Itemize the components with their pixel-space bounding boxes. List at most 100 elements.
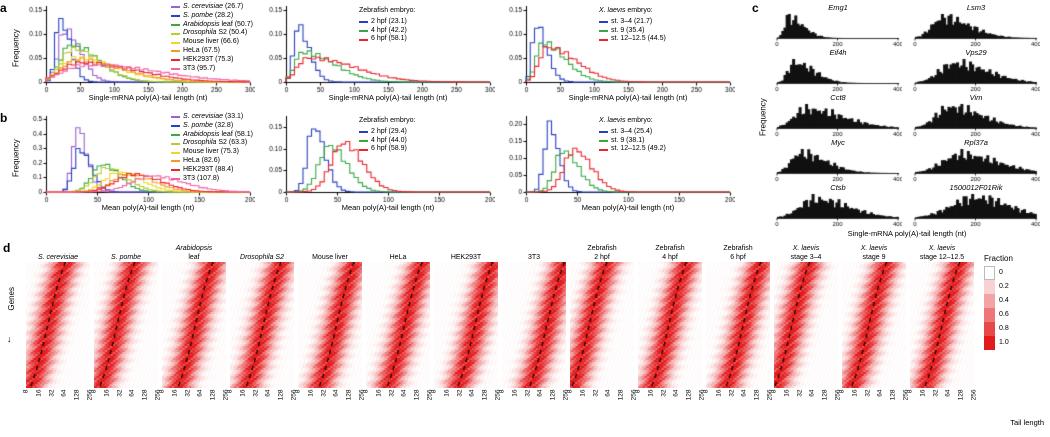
chart-canvas [501, 112, 735, 204]
heatmap-x-ticks: 8 16 32 64 128 256 [227, 388, 298, 416]
legend-item: 4 hpf (42.2) [359, 27, 415, 36]
gene-histogram-canvas [912, 193, 1040, 227]
legend-label: 4 hpf (42.2) [371, 26, 407, 34]
gene-histogram-canvas [774, 103, 902, 137]
legend-item: 6 hpf (58.9) [359, 145, 415, 154]
legend-label: Drosophila S2 (63.3) [182, 139, 248, 147]
heatmap-column-title: 3T3 [502, 242, 566, 262]
legend-color-swatch [170, 59, 180, 62]
legend-item: st. 9 (35.4) [599, 27, 666, 36]
line-histogram-chart: Mean poly(A)-tail length (nt) Zebrafish e… [261, 112, 495, 212]
panel-a-charts: Single-mRNA poly(A)-tail length (nt) S. c… [21, 2, 735, 102]
heatmap-column: X. laevis stage 12–12.5 8 16 32 64 128 256 [907, 242, 978, 435]
heatmap-title-line: X. laevis [860, 245, 888, 252]
legend-label: Mouse liver (66.6) [182, 38, 239, 46]
x-axis-label: Single-mRNA poly(A)-tail length (nt) [88, 93, 208, 102]
tick-label: 8 [838, 389, 846, 394]
tick-label: 32 [388, 389, 396, 397]
legend-color-swatch [359, 139, 368, 142]
gene-histogram: Eif4h [774, 48, 902, 93]
heatmap-canvas [706, 262, 770, 388]
legend-label: S. cerevisiae (33.1) [182, 113, 244, 120]
heatmap-x-ticks: 8 16 32 64 128 256 [295, 388, 366, 416]
legend-label: 6 hpf (58.9) [371, 145, 407, 153]
heatmap-column: Zebrafish 6 hpf 8 16 32 64 128 256 [703, 242, 774, 435]
gene-histogram: Ctsb [774, 183, 902, 228]
heatmap-title-line: Drosophila S2 [240, 254, 284, 261]
tick-label: 128 [345, 389, 353, 401]
legend-label: 3T3 (95.7) [182, 64, 216, 72]
legend-color-swatch [359, 38, 368, 41]
genes-axis-label: Genes [7, 287, 16, 311]
panel-a-label: a [0, 1, 7, 15]
heatmap-column-title: Arabidopsis leaf [162, 242, 226, 262]
tick-label: 16 [239, 389, 247, 397]
legend-item: S. pombe (28.2) [170, 12, 253, 21]
tick-label: 8 [90, 389, 98, 394]
heatmap-column: X. laevis stage 3–4 8 16 32 64 128 256 [770, 242, 842, 435]
legend-label: HeLa (82.6) [182, 156, 220, 164]
legend-item: HEK293T (75.3) [170, 56, 253, 65]
panel-b-y-axis-label: Frequency [11, 139, 21, 177]
heatmap-title-line: leaf [188, 254, 200, 261]
legend-item: Arabidopsis leaf (58.1) [170, 131, 253, 140]
tick-label: 16 [171, 389, 179, 397]
heatmap-x-ticks: 8 16 32 64 128 256 [90, 388, 162, 416]
chart-canvas [261, 2, 495, 94]
panel-d-axis-zone: d Genes ↓ [0, 242, 26, 435]
colorbar-segment [984, 294, 995, 308]
tick-label: 64 [536, 389, 544, 397]
gene-histogram-canvas [774, 13, 902, 47]
heatmap-canvas [502, 262, 566, 388]
heatmap-x-ticks: 8 16 32 64 128 256 [567, 388, 638, 416]
legend-item: Arabidopsis leaf (50.7) [170, 21, 253, 30]
legend-color-swatch [170, 50, 180, 53]
chart-legend: Zebrafish embryo: 2 hpf (29.4) 4 hpf (44.0… [359, 117, 415, 154]
chart-legend: Zebrafish embryo: 2 hpf (23.1) 4 hpf (42.2… [359, 7, 415, 44]
gene-histogram: Cct8 [774, 93, 902, 138]
panel-b: b Frequency Mean poly(A)-tail length (nt… [0, 112, 748, 212]
tick-label: 32 [320, 389, 328, 397]
line-histogram-chart: Mean poly(A)-tail length (nt) S. cerevisi… [21, 112, 255, 212]
tick-label: 128 [753, 389, 761, 401]
heatmap-columns: S. cerevisiae 8 16 32 64 128 256 S. pombe 8 16 32 6… [23, 242, 978, 435]
colorbar-segment-row: 0.4 [984, 294, 1032, 308]
colorbar-tick-label: 0 [999, 269, 1003, 276]
legend-item: S. pombe (32.8) [170, 122, 253, 131]
heatmap-column: Arabidopsis leaf 8 16 32 64 128 256 [159, 242, 230, 435]
heatmap-column-title: Zebrafish 6 hpf [706, 242, 770, 262]
heatmap-title-line: Mouse liver [312, 254, 348, 261]
legend-item: st. 9 (38.1) [599, 137, 666, 146]
tick-label: 128 [413, 389, 421, 401]
tick-label: 64 [944, 389, 952, 397]
tick-label: 8 [770, 389, 778, 394]
legend-item: 4 hpf (44.0) [359, 137, 415, 146]
tick-label: 16 [715, 389, 723, 397]
legend-label: 3T3 (107.8) [182, 174, 220, 182]
heatmap-title-line: X. laevis [928, 245, 956, 252]
tick-label: 32 [524, 389, 532, 397]
tick-label: 128 [209, 389, 217, 401]
heatmap-title-line: S. pombe [111, 254, 141, 261]
panel-c-grid: Emg1 Lsm3 Eif4h Vps29 Cct8 Vim Myc Rpl37a Ctsb 15… [774, 3, 1048, 228]
tick-label: 16 [35, 389, 43, 397]
gene-histogram-canvas [912, 58, 1040, 92]
heatmap-title-line: Zebrafish [723, 245, 753, 252]
tick-label: 8 [498, 389, 506, 394]
tick-label: 64 [604, 389, 612, 397]
tick-label: 128 [73, 389, 81, 401]
legend-item: S. cerevisiae (33.1) [170, 113, 253, 122]
line-histogram-chart: Mean poly(A)-tail length (nt) X. laevis e… [501, 112, 735, 212]
heatmap-x-ticks: 8 16 32 64 128 256 [159, 388, 230, 416]
tick-label: 128 [821, 389, 829, 401]
legend-color-swatch [170, 133, 180, 136]
colorbar-segment [984, 266, 995, 280]
panel-b-charts: Mean poly(A)-tail length (nt) S. cerevisi… [21, 112, 735, 212]
colorbar-tick-label: 0.4 [999, 297, 1009, 304]
colorbar-segment-row: 0.8 [984, 322, 1032, 336]
heatmap-x-ticks: 8 16 32 64 128 256 [498, 388, 570, 416]
tick-label: 16 [647, 389, 655, 397]
panel-c: c Frequency Emg1 Lsm3 Eif4h Vps29 Cct8 Vim Myc… [748, 2, 1048, 240]
heatmap-x-ticks: 8 16 32 64 128 256 [770, 388, 842, 416]
tick-label: 64 [468, 389, 476, 397]
